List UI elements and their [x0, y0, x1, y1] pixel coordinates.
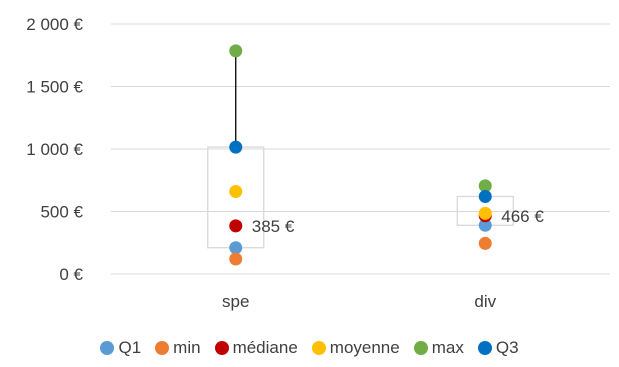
data-label: 385 €	[252, 217, 295, 236]
point-q1	[478, 218, 492, 232]
y-tick-label: 500 €	[40, 203, 83, 222]
legend-label-q3: Q3	[495, 338, 519, 357]
legend-marker-q3	[477, 341, 492, 355]
legend-label-moyenne: moyenne	[329, 338, 400, 357]
y-tick-label: 1 500 €	[26, 78, 83, 97]
point-max	[229, 44, 243, 58]
point-mediane	[229, 219, 243, 233]
point-q1	[229, 241, 243, 255]
legend-marker-max	[413, 341, 428, 355]
point-q3	[478, 190, 492, 203]
point-moyenne	[229, 185, 243, 198]
legend-item-mediane: médiane	[214, 338, 298, 358]
legend-item-q3: Q3	[477, 338, 519, 358]
legend-marker-min	[155, 341, 170, 355]
legend-label-max: max	[431, 338, 464, 357]
point-q3	[229, 140, 243, 154]
point-min	[478, 236, 492, 250]
y-tick-label: 0 €	[59, 265, 83, 284]
point-min	[229, 252, 243, 266]
data-label: 466 €	[501, 207, 544, 226]
chart-legend: Q1 min médiane moyenne max Q3	[0, 338, 619, 358]
legend-item-moyenne: moyenne	[311, 338, 400, 358]
legend-marker-moyenne	[311, 341, 326, 355]
legend-label-min: min	[173, 338, 201, 357]
legend-item-q1: Q1	[100, 338, 141, 358]
legend-marker-mediane	[214, 341, 229, 355]
legend-item-max: max	[413, 338, 464, 358]
y-tick-label: 2 000 €	[26, 15, 83, 34]
legend-marker-q1	[100, 341, 115, 355]
legend-label-mediane: médiane	[232, 338, 298, 357]
point-moyenne	[478, 206, 492, 220]
legend-item-min: min	[155, 338, 201, 358]
legend-label-q1: Q1	[118, 338, 142, 357]
chart-plot: 0 € 500 € 1 000 € 1 500 € 2 000 € spe div 385 €…	[26, 15, 610, 311]
x-tick-label: div	[474, 292, 496, 311]
y-tick-label: 1 000 €	[26, 140, 83, 159]
point-max	[478, 179, 492, 193]
x-tick-label: spe	[222, 292, 249, 311]
